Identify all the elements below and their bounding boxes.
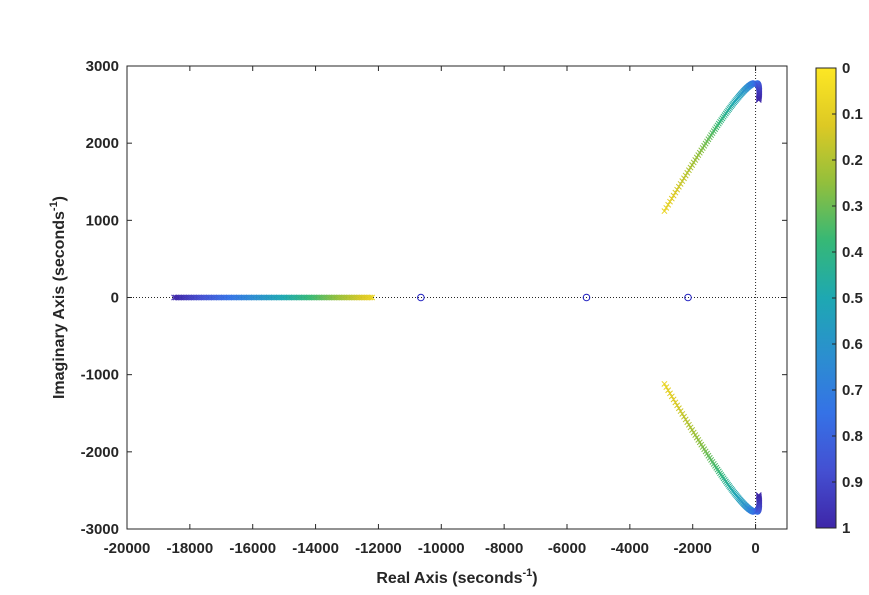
pole-marker (755, 96, 762, 103)
pole-marker (679, 410, 686, 417)
pole-marker (674, 402, 681, 409)
zero-markers (417, 293, 692, 302)
pole-marker (670, 192, 677, 199)
y-tick-label: 3000 (86, 58, 119, 75)
y-tick-label: 2000 (86, 135, 119, 152)
pole-marker (668, 393, 675, 400)
colorbar-tick-label: 0.4 (842, 244, 864, 261)
y-tick-label: -3000 (81, 521, 119, 538)
colorbar-tick-label: 0.9 (842, 474, 863, 491)
x-tick-label: -10000 (418, 540, 465, 557)
pole-marker (756, 94, 762, 101)
colorbar-tick-label: 0.6 (842, 336, 863, 353)
pole-marker (672, 399, 679, 406)
colorbar-tick-label: 0 (842, 60, 850, 77)
zero-marker (582, 293, 591, 302)
x-tick-label: -6000 (548, 540, 586, 557)
pole-marker (682, 416, 689, 423)
colorbar-tick-label: 0.7 (842, 382, 863, 399)
pole-marker (756, 494, 762, 501)
zero-marker (417, 293, 425, 302)
pole-marker (667, 198, 673, 205)
pole-marker (755, 95, 762, 102)
y-axis-label: Imaginary Axis (seconds-1) (48, 196, 68, 399)
x-tick-label: -14000 (292, 540, 339, 557)
colorbar-tick-label: 1 (842, 520, 850, 537)
pole-marker (677, 408, 684, 415)
colorbar-tick-label: 0.1 (842, 106, 863, 123)
pole-marker (682, 172, 689, 179)
pole-marker (681, 175, 687, 182)
pole-marker (668, 195, 675, 202)
pole-marker (171, 294, 178, 301)
x-tick-label: -4000 (611, 540, 649, 557)
pole-marker (663, 384, 670, 391)
y-tick-label: 1000 (86, 212, 119, 229)
pole-marker (755, 493, 762, 500)
y-tick-label: -2000 (81, 444, 119, 461)
pole-marker (667, 390, 673, 397)
y-tick-label: -1000 (81, 367, 119, 384)
x-tick-label: -16000 (229, 540, 276, 557)
x-tick-label: -12000 (355, 540, 402, 557)
pole-markers (171, 80, 763, 515)
pole-marker (755, 492, 762, 499)
pole-marker (674, 186, 681, 193)
colorbar-tick-label: 0.3 (842, 198, 863, 215)
pole-marker (665, 387, 672, 394)
pole-marker (172, 294, 179, 301)
x-axis-label: Real Axis (seconds-1) (376, 567, 537, 587)
y-tick-label: 0 (111, 290, 119, 307)
pole-marker (672, 189, 679, 196)
pole-marker (675, 183, 682, 190)
pole-marker (661, 208, 668, 215)
pole-marker (663, 204, 670, 211)
pole-marker (670, 396, 677, 403)
x-axis-ticks: -20000 -18000 -16000 -14000 -12000 -10000 -800… (104, 66, 760, 557)
x-tick-label: -18000 (166, 540, 213, 557)
x-tick-label: -8000 (485, 540, 523, 557)
pole-marker (675, 405, 682, 412)
pole-marker (677, 180, 684, 187)
pole-marker (685, 167, 692, 174)
colorbar-tick-label: 0.8 (842, 428, 863, 445)
pole-marker (684, 419, 691, 426)
x-tick-label: 0 (751, 540, 759, 557)
colorbar-ticks: 0 0.1 0.2 0.3 0.4 0.5 0.6 0.7 0.8 0.9 1 (832, 60, 864, 537)
colorbar-tick-label: 0.2 (842, 152, 863, 169)
zero-marker (684, 293, 692, 302)
y-axis-ticks: -3000 -2000 -1000 0 1000 2000 3000 (81, 58, 787, 538)
pole-marker (681, 413, 687, 420)
pole-marker (679, 178, 686, 185)
pole-marker (665, 201, 672, 208)
colorbar-tick-label: 0.5 (842, 290, 863, 307)
x-tick-label: -2000 (674, 540, 712, 557)
pole-marker (685, 421, 692, 428)
pole-marker (661, 380, 668, 387)
x-tick-label: -20000 (104, 540, 151, 557)
zero-reference-lines (127, 66, 787, 529)
pole-marker (684, 169, 691, 176)
